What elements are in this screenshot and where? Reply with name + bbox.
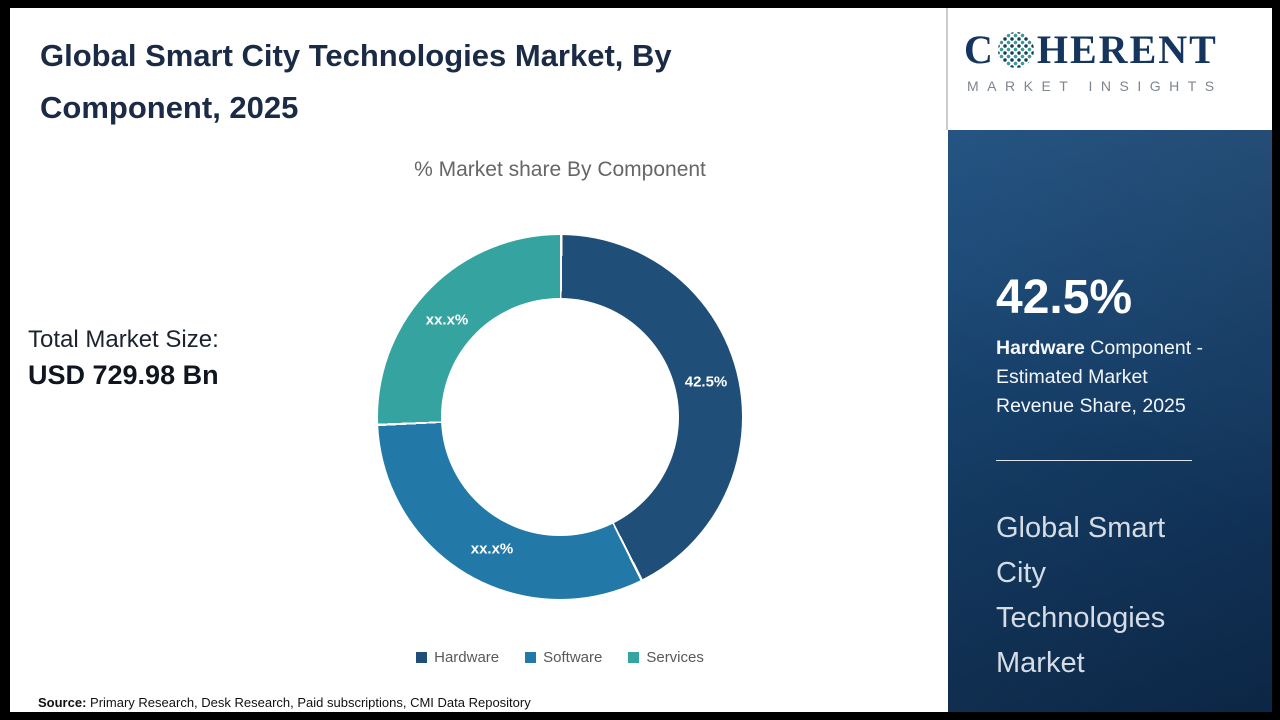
slice-label-hardware: 42.5%: [684, 373, 728, 391]
legend-swatch: [525, 652, 537, 663]
total-market-size-value: USD 729.98 Bn: [28, 360, 219, 390]
panel-divider: [996, 460, 1192, 461]
legend-item-services: Services: [628, 649, 704, 666]
chart-title: % Market share By Component: [414, 158, 706, 181]
chart-legend: Hardware Software Services: [320, 649, 800, 666]
infographic-canvas: Global Smart City Technologies Market, B…: [10, 8, 1272, 712]
header-divider: [946, 8, 948, 130]
brand-letter-c: C: [964, 27, 995, 72]
legend-label: Software: [543, 649, 603, 666]
legend-swatch: [628, 652, 640, 663]
highlight-value: 42.5%: [996, 271, 1133, 324]
highlight-panel: 42.5% Hardware Component - Estimated Mar…: [948, 130, 1272, 712]
legend-label: Services: [646, 649, 704, 666]
highlight-description: Hardware Component - Estimated Market Re…: [996, 334, 1224, 421]
brand-wordmark: C HERENT: [964, 26, 1266, 73]
donut-hole: [441, 298, 679, 536]
source-line: Source: Primary Research, Desk Research,…: [38, 695, 531, 710]
source-text: Primary Research, Desk Research, Paid su…: [86, 695, 531, 710]
legend-item-hardware: Hardware: [416, 649, 499, 666]
source-label: Source:: [38, 695, 87, 710]
highlight-description-bold: Hardware: [996, 337, 1085, 359]
legend-label: Hardware: [434, 649, 500, 666]
brand-letters-rest: HERENT: [1036, 27, 1218, 72]
legend-swatch: [416, 652, 428, 663]
legend-item-software: Software: [525, 649, 602, 666]
brand-subtitle: MARKET INSIGHTS: [967, 78, 1223, 94]
slice-label-software: xx.x%: [470, 540, 514, 558]
panel-report-title: Global Smart City Technologies Market: [996, 512, 1166, 679]
highlight-description-rest: Component - Estimated Market Revenue Sha…: [996, 337, 1204, 417]
brand-dot-grid-icon: [997, 31, 1034, 68]
brand-logo: C HERENT MARKET INSIGHTS: [964, 26, 1266, 94]
total-market-size-label: Total Market Size:: [28, 326, 219, 353]
page-title: Global Smart City Technologies Market, B…: [40, 38, 672, 125]
slice-label-services: xx.x%: [425, 311, 469, 329]
donut-chart: [378, 235, 742, 599]
